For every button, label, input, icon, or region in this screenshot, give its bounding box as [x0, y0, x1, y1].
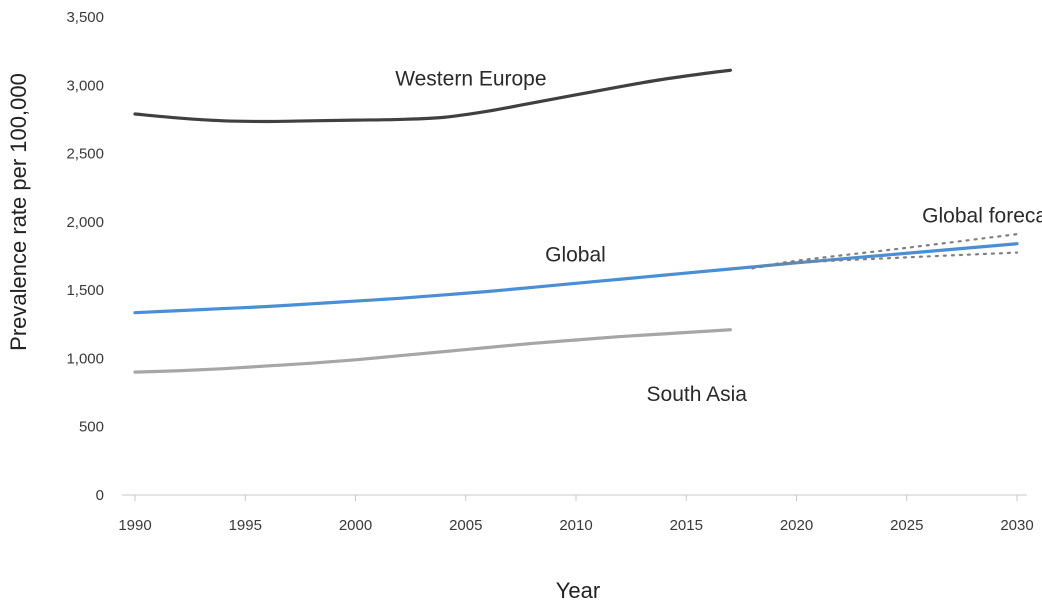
- y-tick-label: 0: [96, 487, 104, 504]
- y-axis-title: Prevalence rate per 100,000: [6, 73, 31, 351]
- y-tick-label: 3,500: [66, 9, 104, 26]
- x-tick-label: 2030: [1000, 517, 1033, 534]
- x-tick-label: 1990: [118, 517, 151, 534]
- x-tick-label: 2010: [559, 517, 592, 534]
- series-line-global-forecast: [728, 242, 1019, 271]
- y-tick-label: 500: [79, 419, 104, 436]
- x-axis-title: Year: [556, 578, 600, 603]
- series-labels: Western Europe Global South Asia Global for…: [395, 67, 1042, 405]
- y-tick-label: 2,500: [66, 146, 104, 163]
- x-tick-label: 2000: [339, 517, 372, 534]
- x-tick-label: 2015: [670, 517, 703, 534]
- x-tick-label: 2005: [449, 517, 482, 534]
- label-western-europe: Western Europe: [395, 67, 546, 90]
- y-tick-label: 3,000: [66, 77, 104, 94]
- series-line-forecast-bound-4: [751, 233, 1019, 270]
- label-south-asia: South Asia: [647, 383, 748, 406]
- series-line-global: [133, 267, 732, 315]
- y-tick-label: 1,500: [66, 282, 104, 299]
- axes: 0 500 1,000 1,500 2,000 2,500 3,000 3,500 1990 19…: [66, 9, 1033, 534]
- x-tick-label: 2020: [780, 517, 813, 534]
- y-tick-label: 2,000: [66, 214, 104, 231]
- series-lines: [133, 68, 1019, 374]
- series-line-forecast-bound-5: [751, 251, 1019, 270]
- x-tick-label: 2025: [890, 517, 923, 534]
- label-global: Global: [545, 243, 606, 266]
- label-global-forecast: Global forecast: [922, 205, 1042, 228]
- series-line-south-asia: [133, 328, 732, 374]
- x-tick-label: 1995: [229, 517, 262, 534]
- series-line-western-europe: [133, 68, 732, 124]
- y-tick-label: 1,000: [66, 350, 104, 367]
